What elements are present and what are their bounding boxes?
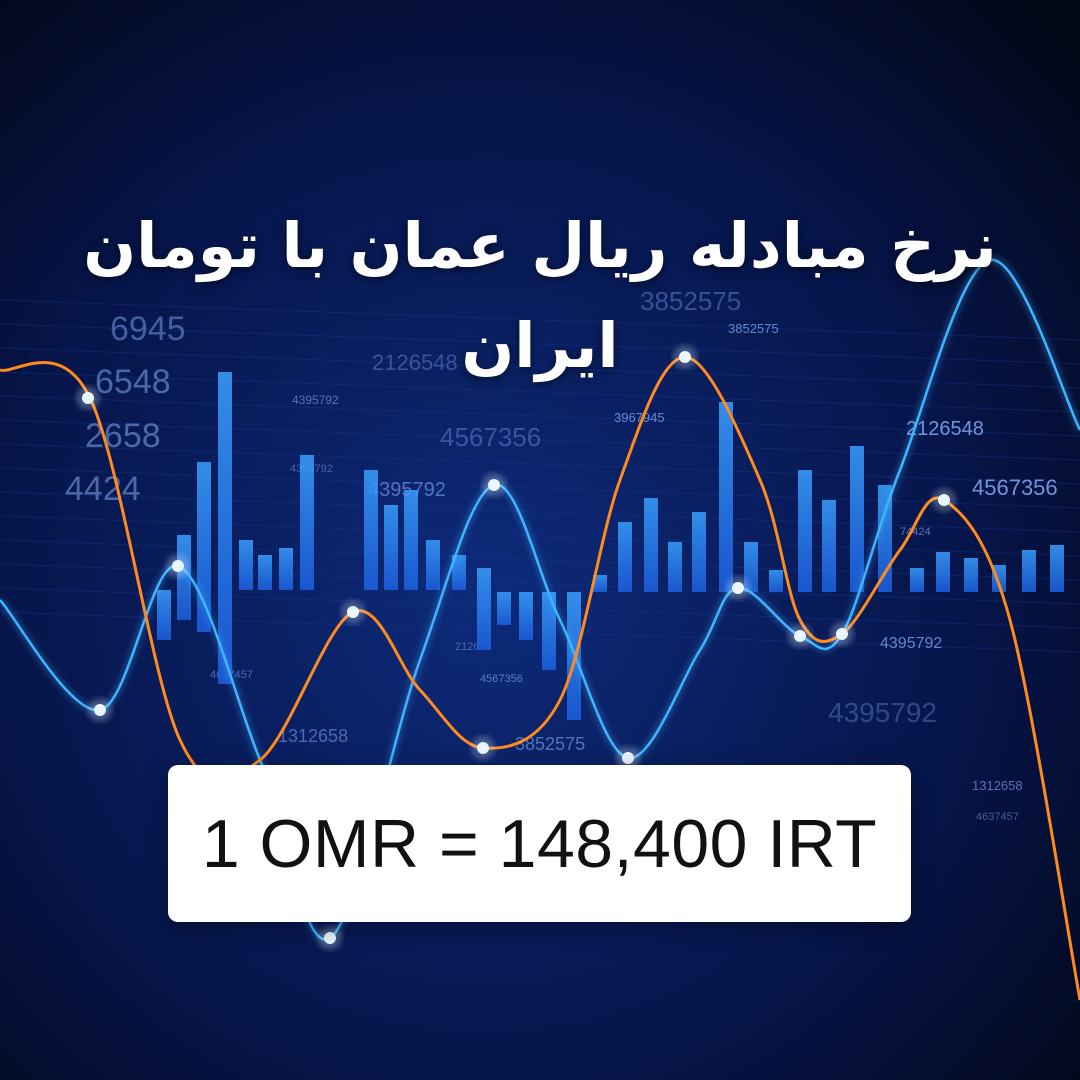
line-node <box>732 582 744 594</box>
line-node <box>172 560 184 572</box>
bar <box>822 500 836 592</box>
exchange-rate-text: 1 OMR = 148,400 IRT <box>201 805 878 882</box>
background-figure: 4567356 <box>440 422 541 452</box>
line-node <box>938 494 950 506</box>
bar <box>157 590 171 640</box>
background-figure: 3967945 <box>614 410 665 425</box>
line-node <box>622 752 634 764</box>
bar <box>218 372 232 684</box>
bar <box>497 592 511 625</box>
bar <box>692 512 706 592</box>
background-figure: 3852575 <box>728 321 779 336</box>
bar <box>668 542 682 592</box>
bar <box>719 402 733 592</box>
line-node <box>477 742 489 754</box>
background-figure: 2658 <box>85 417 161 455</box>
bar-series <box>157 372 1064 720</box>
line-node <box>94 704 106 716</box>
page-title: نرخ مبادله ریال عمان با تومان ایران <box>83 209 997 382</box>
background-figure: 6945 <box>110 310 186 348</box>
bar <box>1022 550 1036 592</box>
background-figure: 2126548 <box>906 418 984 440</box>
bar <box>964 558 978 592</box>
bar <box>618 522 632 592</box>
background-figure: 4424 <box>65 470 141 508</box>
grid-line <box>0 395 1080 437</box>
background-figure: 4567356 <box>480 673 523 685</box>
grid-line <box>0 419 1080 461</box>
bar <box>910 568 924 592</box>
grid-line <box>0 299 1080 341</box>
line-node <box>679 351 691 363</box>
bar <box>364 470 378 590</box>
line-nodes <box>76 345 956 950</box>
background-figure: 2126 <box>455 641 479 653</box>
bar <box>644 498 658 592</box>
bar <box>519 592 533 640</box>
grid-line <box>0 371 1080 413</box>
background-figure: 3852575 <box>640 286 741 316</box>
cyan-line-glow <box>0 256 1080 944</box>
background-figure: 4395792 <box>828 697 937 728</box>
background-figure: 4567356 <box>972 475 1058 500</box>
grid-line <box>0 347 1080 389</box>
bar <box>300 455 314 590</box>
background-figure: 3852575 <box>515 734 585 754</box>
background-figures: 3852575 3852575 2126548 4395792 3967945 45673… <box>65 286 1058 823</box>
bar <box>744 542 758 592</box>
bar <box>798 470 812 592</box>
bar <box>936 552 950 592</box>
bar <box>239 540 253 590</box>
bar <box>593 575 607 592</box>
grid-line <box>0 323 1080 365</box>
background-figure: 1312658 <box>972 778 1023 793</box>
line-node <box>836 628 848 640</box>
bar <box>477 568 491 650</box>
background-figure: 74424 <box>900 526 931 538</box>
line-node <box>347 606 359 618</box>
line-node <box>82 392 94 404</box>
bar <box>279 548 293 590</box>
grid-line <box>0 467 1080 509</box>
grid-line <box>0 491 1080 533</box>
background-figure: 6548 <box>95 363 171 401</box>
background-figure: 2126548 <box>372 350 458 375</box>
background-figure: 4395792 <box>880 635 942 652</box>
line-node <box>794 630 806 642</box>
bar <box>850 446 864 592</box>
bar <box>1050 545 1064 592</box>
rate-card: 1 OMR = 148,400 IRT <box>168 765 911 922</box>
bar <box>384 505 398 590</box>
bar <box>258 555 272 590</box>
bar <box>769 570 783 592</box>
line-node <box>324 932 336 944</box>
background-figure: 1312658 <box>278 726 348 746</box>
background-figure: 4395792 <box>292 393 339 407</box>
bar <box>404 490 418 590</box>
line-node <box>488 479 500 491</box>
bar <box>426 540 440 590</box>
background-figure: 4637457 <box>976 811 1019 823</box>
